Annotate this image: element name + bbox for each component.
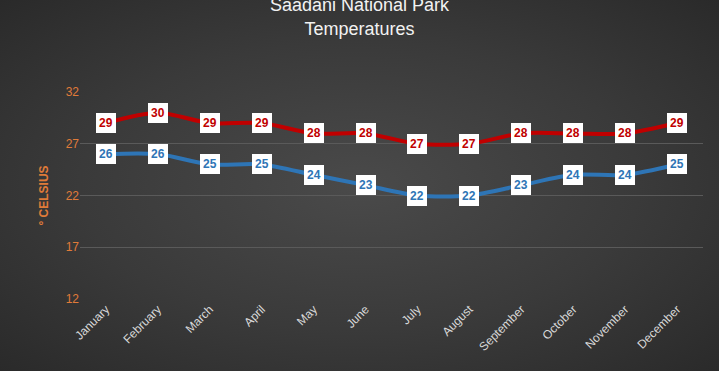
svg-text:25: 25 [255,157,269,171]
svg-text:28: 28 [566,126,580,140]
svg-text:February: February [120,302,164,346]
svg-text:September: September [476,302,527,353]
svg-text:25: 25 [670,157,684,171]
svg-text:June: June [344,302,373,331]
svg-text:22: 22 [66,189,80,203]
svg-text:26: 26 [99,147,113,161]
svg-text:24: 24 [566,168,580,182]
svg-text:22: 22 [462,189,476,203]
svg-text:April: April [241,302,268,329]
svg-text:May: May [294,302,320,328]
svg-text:12: 12 [66,292,80,306]
svg-text:October: October [539,302,579,342]
svg-text:27: 27 [410,137,424,151]
svg-text:28: 28 [359,126,373,140]
svg-text:24: 24 [618,168,632,182]
svg-text:29: 29 [203,116,217,130]
svg-text:November: November [582,302,631,351]
svg-text:25: 25 [203,157,217,171]
svg-text:30: 30 [151,106,165,120]
svg-text:29: 29 [99,116,113,130]
svg-text:° CELSIUS: ° CELSIUS [37,165,51,225]
svg-text:17: 17 [66,240,80,254]
svg-text:32: 32 [66,85,80,99]
svg-text:March: March [183,302,216,335]
svg-text:27: 27 [462,137,476,151]
svg-text:July: July [399,302,424,327]
svg-text:28: 28 [618,126,632,140]
svg-text:23: 23 [359,178,373,192]
svg-text:27: 27 [66,137,80,151]
svg-text:22: 22 [410,189,424,203]
svg-text:29: 29 [255,116,269,130]
svg-text:Saadani National ParkTemperatu: Saadani National ParkTemperatures [270,0,450,39]
svg-text:28: 28 [307,126,321,140]
svg-text:29: 29 [670,116,684,130]
svg-text:December: December [634,302,683,351]
svg-text:23: 23 [514,178,528,192]
svg-text:28: 28 [514,126,528,140]
svg-text:24: 24 [307,168,321,182]
svg-text:August: August [439,302,476,339]
svg-text:26: 26 [151,147,165,161]
svg-text:January: January [72,302,112,342]
